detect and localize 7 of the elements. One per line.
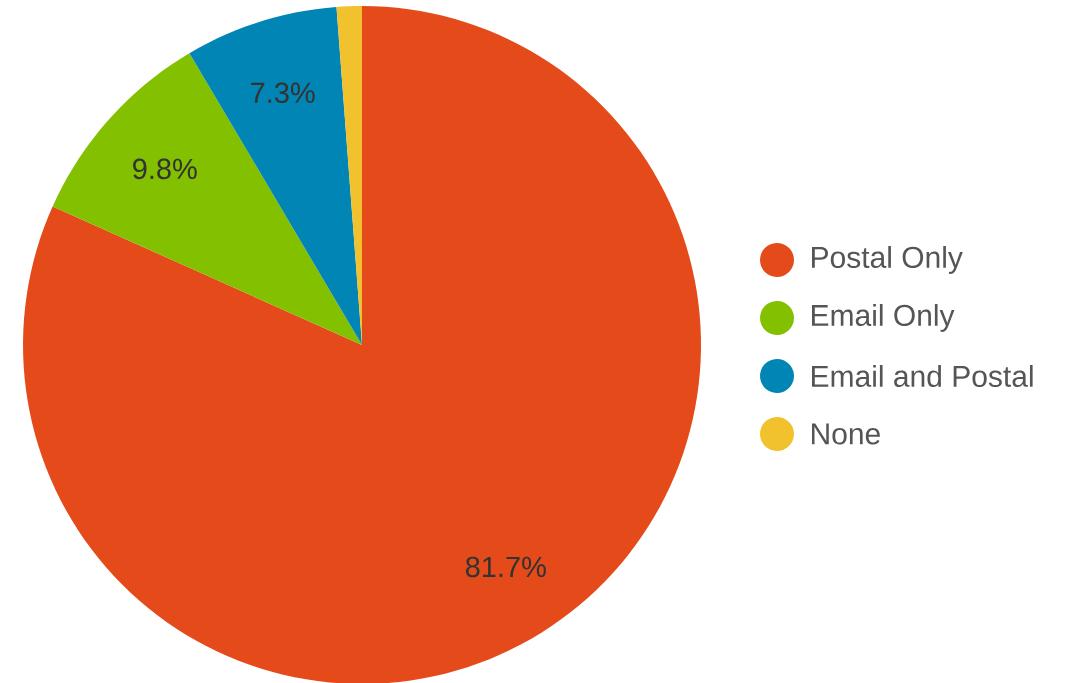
legend-label: Email Only [812,304,955,332]
data-label: 9.8% [133,158,197,180]
legend-label: Postal Only [812,246,963,274]
legend-label: None [812,423,880,445]
data-label: 81.7% [465,556,546,578]
data-label: 7.3% [251,82,315,104]
legend-label: Email and Postal [812,364,1033,388]
